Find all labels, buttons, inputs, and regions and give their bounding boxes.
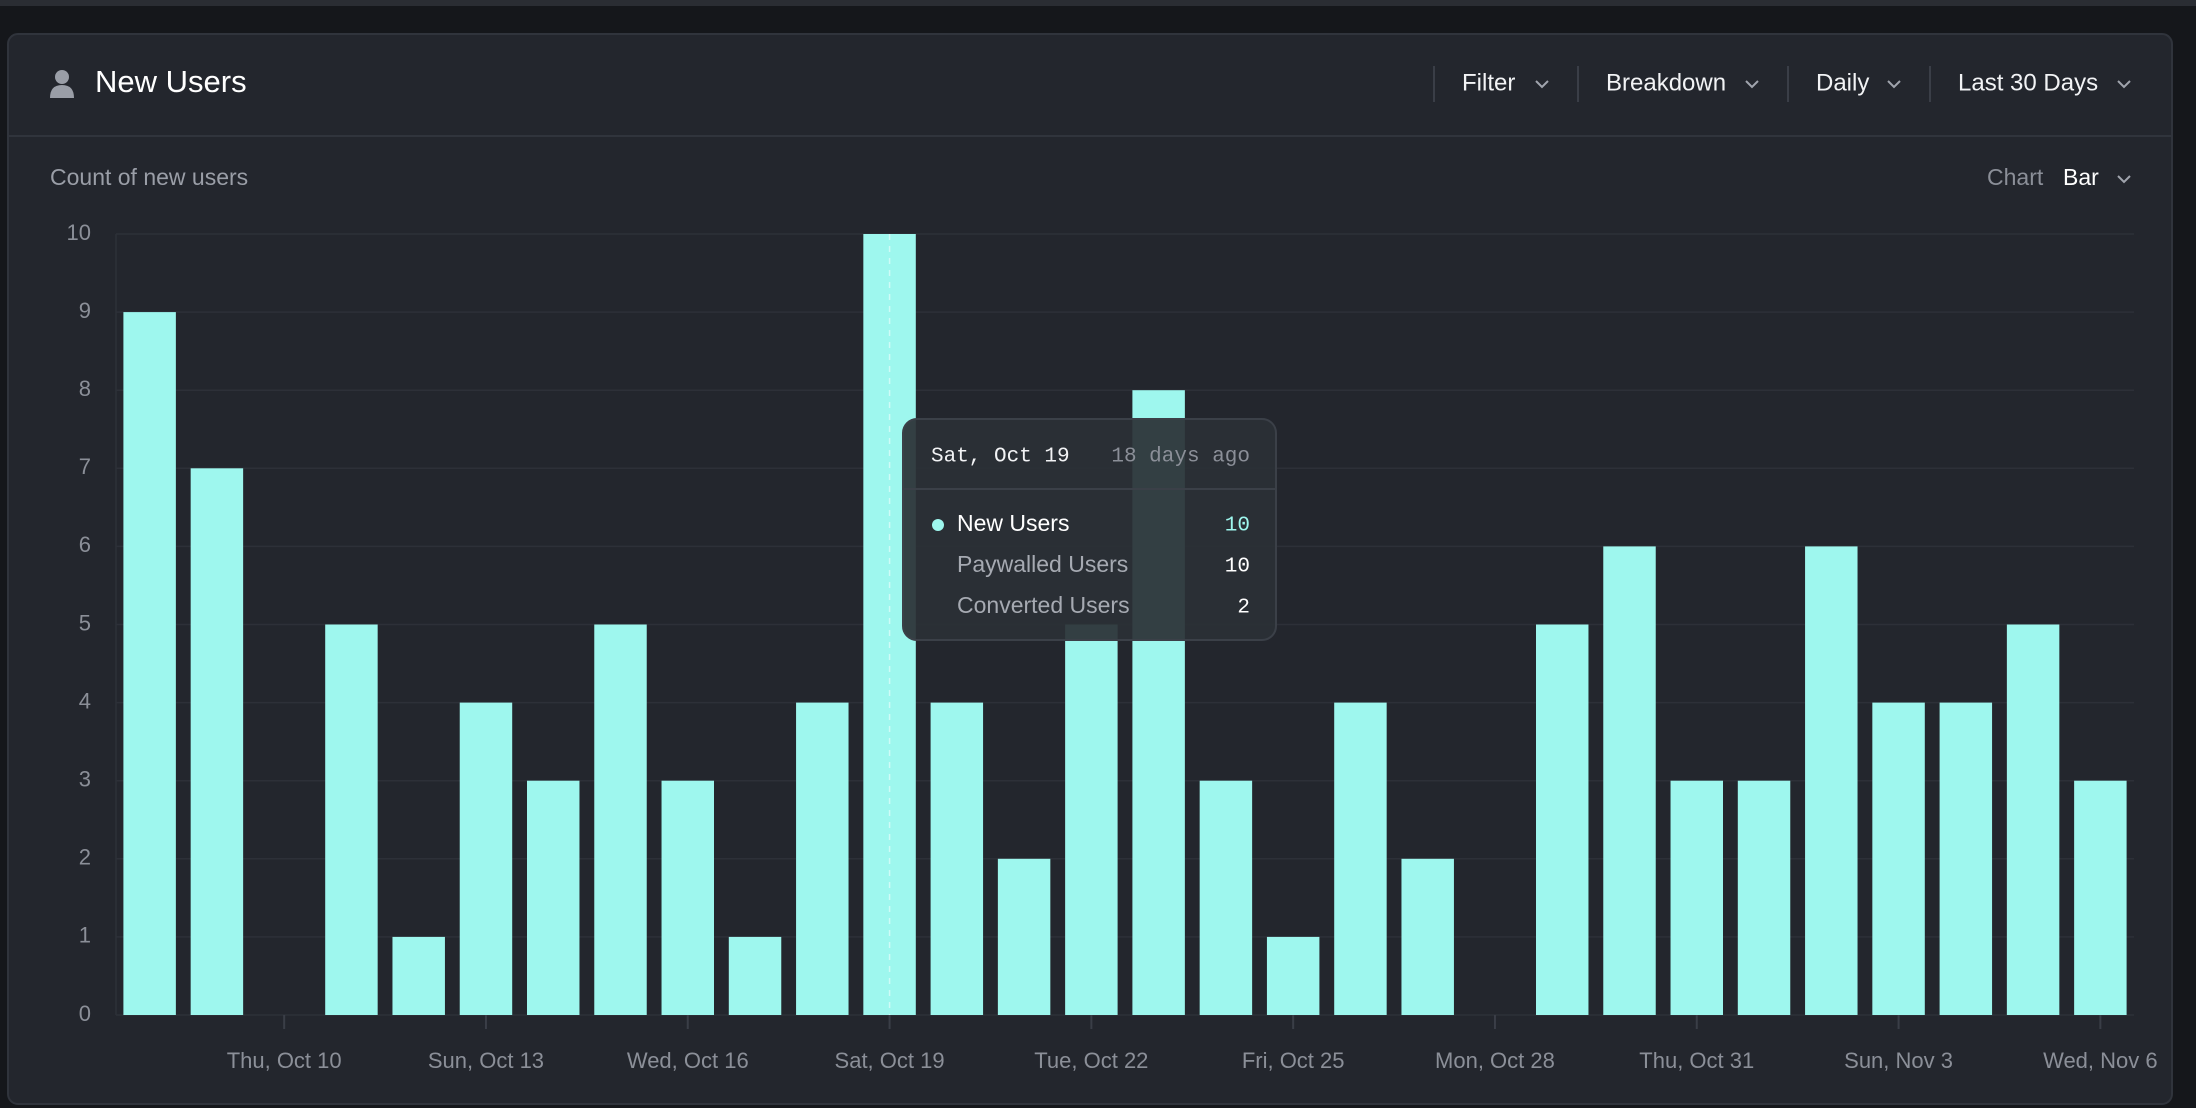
- panel-title: New Users: [95, 64, 247, 99]
- x-tick-label: Tue, Oct 22: [1034, 1048, 1148, 1073]
- tooltip: Sat, Oct 19 18 days ago New Users 10 Paywall…: [902, 418, 1277, 641]
- bar: [1603, 546, 1656, 1015]
- y-tick-label: 2: [79, 845, 91, 870]
- bar: [1535, 624, 1589, 1015]
- chevron: [1745, 80, 1759, 89]
- bar: [526, 780, 580, 1015]
- chart-subtitle: Count of new users: [50, 164, 248, 190]
- bar: [930, 702, 984, 1015]
- range-button[interactable]: Last 30 Days: [1958, 69, 2098, 96]
- y-tick-label: 1: [79, 923, 91, 948]
- y-tick-label: 6: [79, 532, 91, 557]
- chevron: [1887, 80, 1901, 89]
- tooltip-swatch: [932, 519, 944, 531]
- bar: [1872, 702, 1925, 1015]
- tooltip-subtitle: 18 days ago: [1111, 446, 1250, 469]
- bar: [594, 624, 647, 1015]
- bar: [459, 702, 513, 1015]
- y-tick-label: 10: [67, 220, 91, 245]
- tooltip-item-name: New Users: [957, 510, 1069, 536]
- tooltip-item-name: Paywalled Users: [957, 551, 1128, 577]
- bar: [661, 780, 715, 1015]
- chevron: [2117, 80, 2131, 89]
- bar: [728, 936, 782, 1015]
- bar: [325, 624, 378, 1015]
- tooltip-box: [902, 418, 1277, 641]
- tooltip-item-value: 10: [1225, 515, 1250, 538]
- interval-button[interactable]: Daily: [1816, 69, 1869, 96]
- x-tick-label: Mon, Oct 28: [1435, 1048, 1555, 1073]
- tooltip-item-value: 2: [1237, 597, 1250, 620]
- bar: [1065, 624, 1118, 1015]
- bar: [190, 468, 244, 1015]
- x-tick-label: Fri, Oct 25: [1242, 1048, 1345, 1073]
- chart-type-select[interactable]: Bar: [2063, 164, 2099, 190]
- tooltip-item-name: Converted Users: [957, 592, 1130, 618]
- bar: [1266, 936, 1320, 1015]
- y-tick-label: 9: [79, 298, 91, 323]
- bar: [123, 312, 176, 1016]
- bar: [392, 936, 445, 1015]
- chevron: [2117, 175, 2131, 184]
- y-tick-label: 5: [79, 610, 91, 635]
- bar: [997, 858, 1051, 1015]
- x-tick-label: Wed, Nov 6: [2043, 1048, 2158, 1073]
- y-tick-label: 3: [79, 767, 91, 792]
- tooltip-item-value: 10: [1225, 556, 1250, 579]
- chart-type-label: Chart: [1987, 164, 2044, 190]
- x-tick-label: Sun, Nov 3: [1844, 1048, 1953, 1073]
- y-tick-label: 7: [79, 454, 91, 479]
- breakdown-button[interactable]: Breakdown: [1606, 69, 1726, 96]
- x-tick-label: Thu, Oct 31: [1639, 1048, 1754, 1073]
- filter-button[interactable]: Filter: [1462, 69, 1515, 96]
- bar: [1737, 780, 1791, 1015]
- bar: [1199, 780, 1253, 1015]
- tooltip-title: Sat, Oct 19: [931, 446, 1070, 469]
- bar: [1401, 858, 1454, 1015]
- bar: [2006, 624, 2060, 1015]
- bar: [1939, 702, 1993, 1015]
- x-tick-label: Wed, Oct 16: [627, 1048, 749, 1073]
- bar: [2074, 780, 2127, 1015]
- bar: [796, 702, 849, 1015]
- plot: 0 1 2 3 4 5 6 7 8 9 10 Thu, Oct 10 Sun, Oct 13 Wed, O…: [67, 220, 2158, 1073]
- x-tick-label: Thu, Oct 10: [227, 1048, 342, 1073]
- bar: [1805, 546, 1858, 1015]
- y-tick-label: 0: [79, 1001, 91, 1026]
- user-icon: [50, 70, 74, 98]
- y-tick-label: 8: [79, 376, 91, 401]
- chevron: [1535, 80, 1549, 89]
- bar: [1334, 702, 1387, 1015]
- x-tick-label: Sun, Oct 13: [428, 1048, 544, 1073]
- bar: [1670, 780, 1724, 1015]
- y-tick-label: 4: [79, 688, 91, 713]
- top-strip: [0, 0, 2196, 6]
- x-tick-label: Sat, Oct 19: [835, 1048, 945, 1073]
